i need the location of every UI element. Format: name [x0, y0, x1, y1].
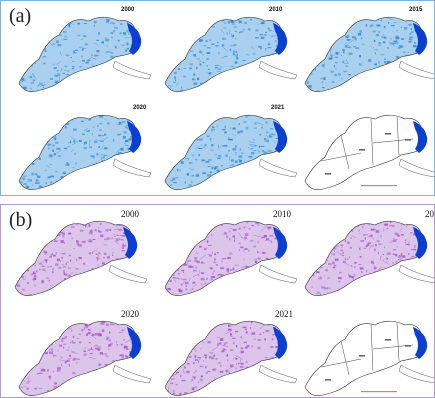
- district-label-mark: [325, 379, 331, 381]
- map-b-2015: 20: [301, 209, 434, 303]
- region-map: [164, 220, 298, 297]
- outlet-region: [398, 158, 434, 178]
- map-caption-mark: [361, 391, 397, 393]
- region-body: [304, 114, 427, 191]
- coastal-water: [123, 227, 138, 259]
- region-map: [164, 114, 298, 191]
- region-body: [304, 220, 427, 297]
- district-boundary: [320, 152, 362, 162]
- district-label-mark: [405, 345, 411, 347]
- panel-a: (a) 2000 2010 2015 2020 2021: [0, 0, 435, 196]
- year-label: 2021: [275, 309, 293, 319]
- year-label: 2015: [409, 7, 423, 13]
- year-label: 2010: [269, 7, 283, 13]
- region-body: [304, 320, 427, 397]
- panel-b: (b) 2000 2010 20 2020 2021: [0, 204, 435, 398]
- district-boundary: [340, 134, 350, 170]
- outlet-region: [108, 264, 148, 284]
- district-label-mark: [359, 149, 365, 151]
- map-a-2010: 2010: [161, 7, 301, 99]
- region-map: [304, 114, 434, 191]
- district-label-mark: [405, 139, 411, 141]
- outlet-region: [398, 60, 434, 80]
- map-b-2021: 2021: [161, 309, 301, 397]
- outlet-region: [258, 264, 298, 284]
- coastal-water: [127, 23, 142, 55]
- outlet-region: [112, 364, 152, 384]
- outlet-region: [112, 158, 152, 178]
- map-a-2021: 2021: [161, 105, 301, 195]
- coastal-water: [273, 227, 288, 259]
- district-label-mark: [359, 355, 365, 357]
- map-a-2015: 2015: [301, 7, 434, 99]
- district-boundary: [370, 324, 374, 372]
- year-label: 20: [425, 209, 434, 219]
- region-body: [304, 16, 427, 93]
- region-map: [18, 320, 152, 397]
- coastal-water: [273, 327, 288, 359]
- region-body: [18, 114, 141, 191]
- outlet-region: [398, 264, 434, 284]
- coastal-water: [273, 23, 288, 55]
- map-b-2000: 2000: [11, 209, 151, 303]
- district-label-mark: [385, 133, 391, 135]
- panel-b-label: (b): [9, 209, 33, 231]
- map-b-2010: 2010: [161, 209, 301, 303]
- year-label: 2020: [121, 309, 139, 319]
- district-boundary: [396, 116, 400, 156]
- district-boundary: [370, 118, 374, 166]
- outlet-region: [112, 60, 152, 80]
- region-body: [18, 16, 141, 93]
- year-label: 2000: [121, 7, 135, 13]
- year-label: 2021: [271, 105, 285, 111]
- year-label: 2000: [121, 209, 139, 219]
- district-label-mark: [325, 173, 331, 175]
- outlet-region: [258, 60, 298, 80]
- outlet-region: [398, 364, 434, 384]
- coastal-water: [413, 327, 428, 359]
- map-a-2000: 2000: [15, 7, 155, 99]
- map-a-2020: 2020: [15, 105, 155, 195]
- outlet-region: [258, 364, 298, 384]
- region-map: [164, 16, 298, 93]
- district-label-mark: [385, 339, 391, 341]
- map-a-boundaries: [301, 109, 434, 195]
- region-map: [304, 16, 434, 93]
- district-boundary: [340, 340, 350, 376]
- panel-a-label: (a): [9, 5, 32, 27]
- coastal-water: [273, 121, 288, 153]
- region-map: [18, 16, 152, 93]
- region-map: [304, 320, 434, 397]
- outlet-region: [258, 158, 298, 178]
- coastal-water: [413, 227, 428, 259]
- coastal-water: [413, 23, 428, 55]
- coastal-water: [127, 327, 142, 359]
- region-map: [18, 114, 152, 191]
- district-boundary: [396, 322, 400, 362]
- coastal-water: [413, 121, 428, 153]
- map-b-boundaries: [301, 315, 434, 397]
- district-boundary: [320, 358, 362, 368]
- region-map: [304, 220, 434, 297]
- coastal-water: [127, 121, 142, 153]
- year-label: 2010: [273, 209, 291, 219]
- region-body: [164, 320, 287, 397]
- map-caption-mark: [361, 185, 397, 187]
- region-map: [14, 220, 148, 297]
- year-label: 2020: [133, 105, 147, 111]
- map-b-2020: 2020: [15, 309, 155, 397]
- region-map: [164, 320, 298, 397]
